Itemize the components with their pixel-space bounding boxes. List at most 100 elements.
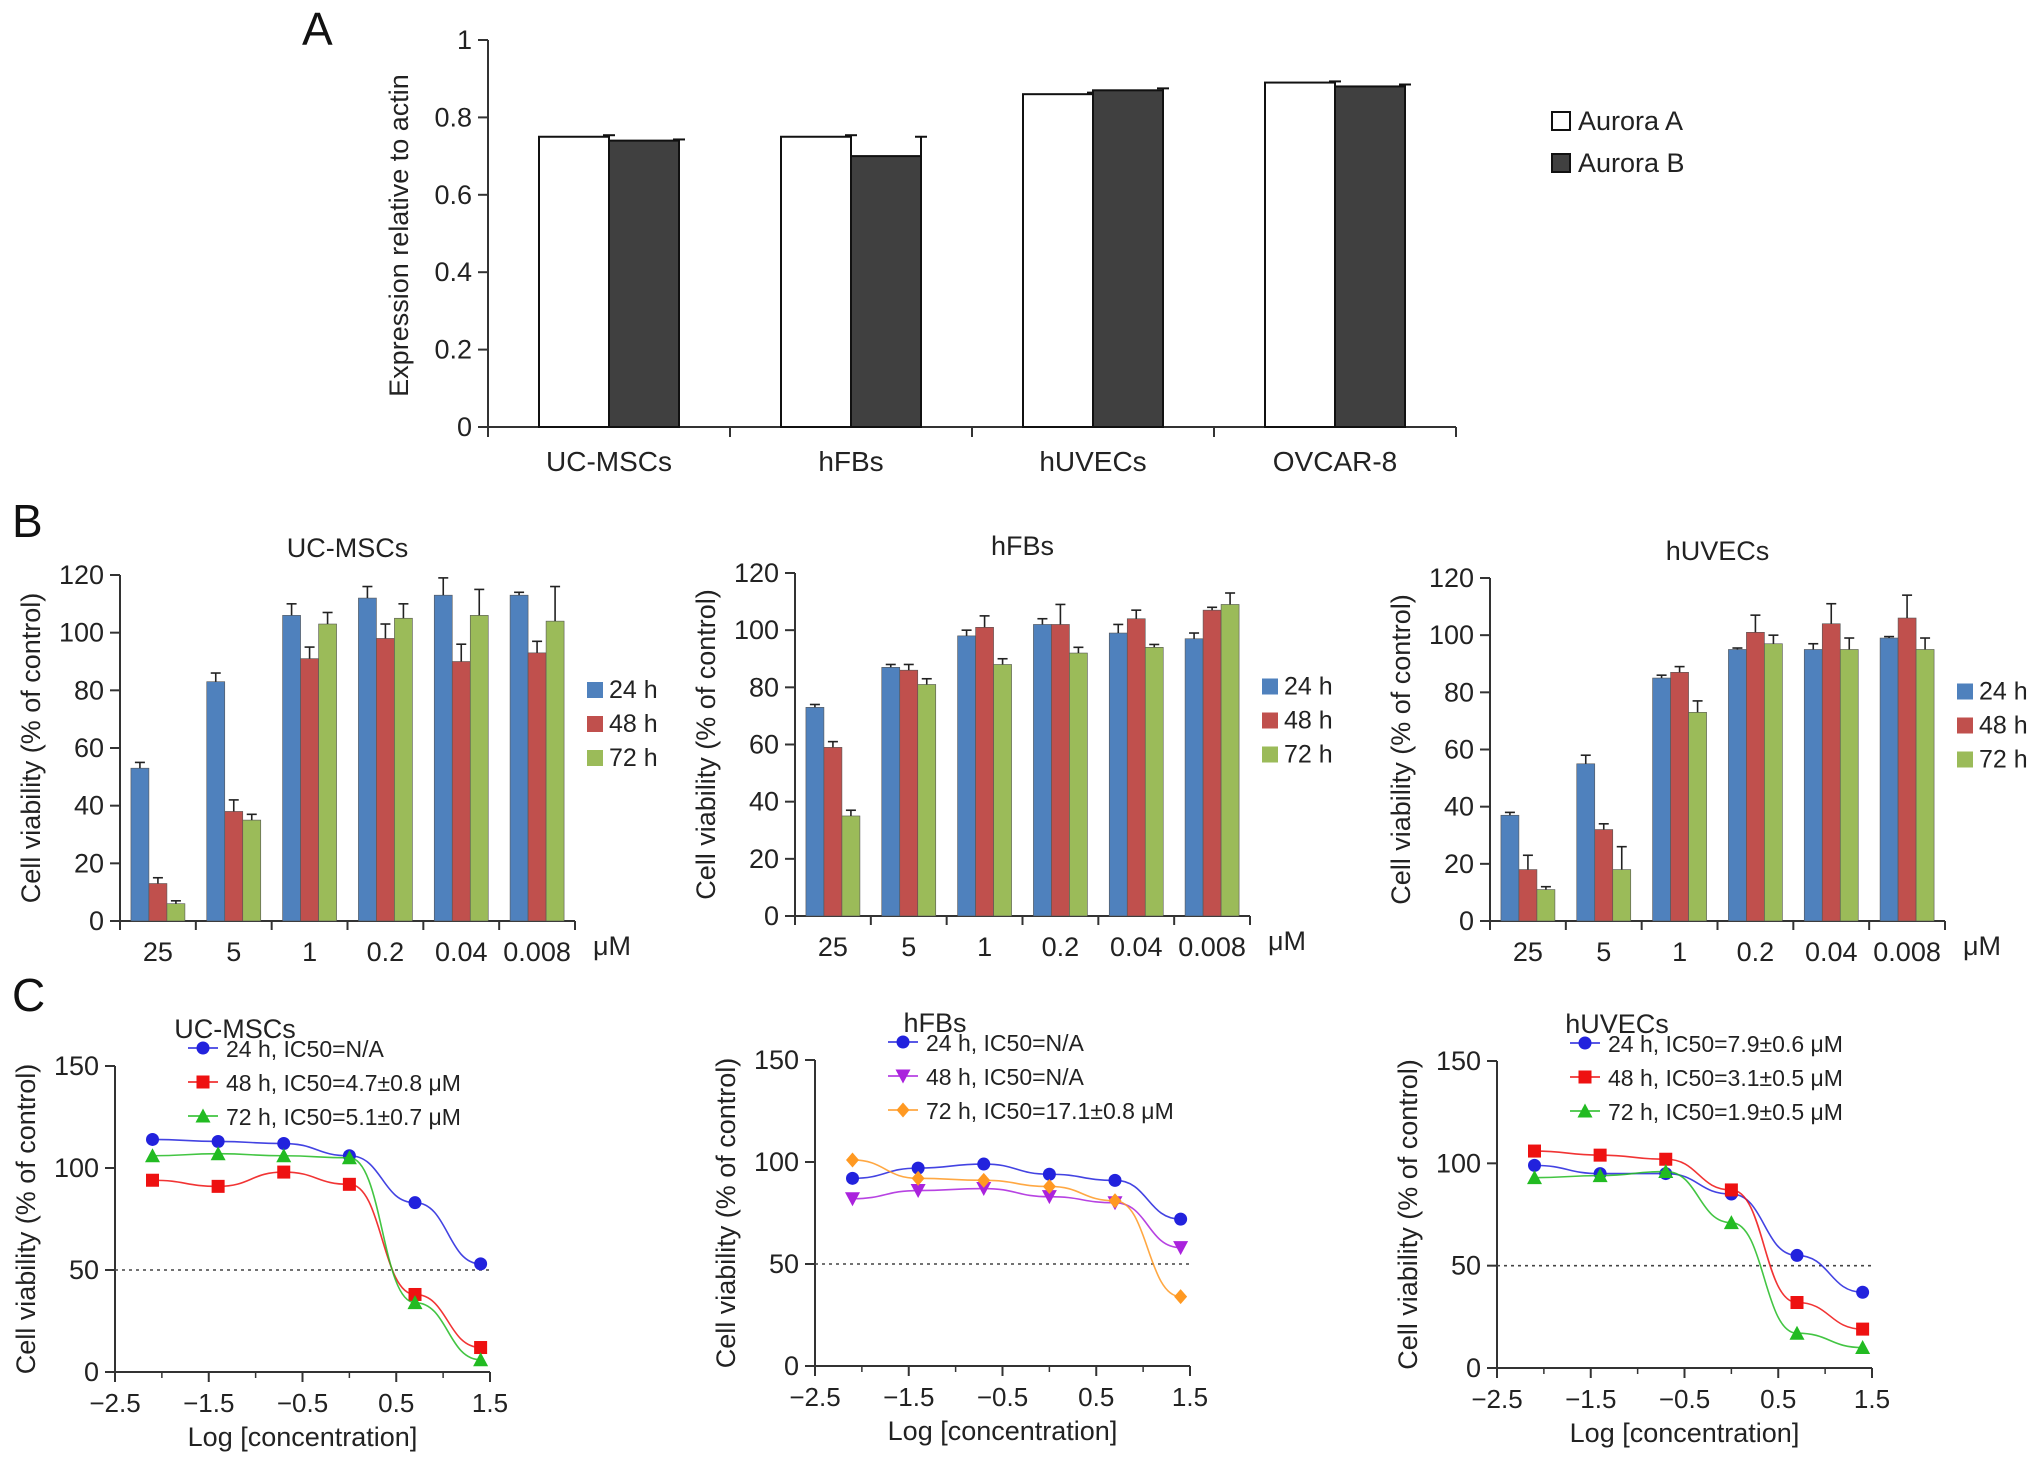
chart-c2-series-line — [852, 1159, 1181, 1298]
chart-a-ytick-label: 0.2 — [434, 335, 472, 365]
chart-b1-legend-swatch — [587, 750, 603, 766]
chart-b1-bar — [130, 767, 150, 922]
chart-a-bar — [538, 135, 610, 428]
chart-c1-xtick-label: 1.5 — [472, 1388, 508, 1418]
chart-a-ytick-label: 1 — [457, 25, 472, 55]
chart-b2-category-label: 0.2 — [1042, 932, 1080, 962]
chart-c3-ylabel: Cell viability (% of control) — [1393, 1059, 1423, 1370]
chart-c2-series-line — [852, 1187, 1181, 1249]
chart-b3-category-label: 0.04 — [1805, 937, 1858, 967]
chart-c2-ylabel: Cell viability (% of control) — [711, 1058, 741, 1369]
chart-b2-bar — [899, 669, 919, 917]
chart-c2-point — [977, 1157, 991, 1171]
chart-c3-point — [1723, 1215, 1739, 1230]
chart-c3-point — [1527, 1170, 1542, 1185]
chart-c2-legend-label: 48 h, IC50=N/A — [926, 1064, 1085, 1090]
chart-b2-ytick-label: 100 — [734, 615, 779, 645]
chart-a-legend-swatch — [1551, 111, 1571, 131]
chart-c1-point — [341, 1150, 357, 1165]
chart-c2-legend-item: 24 h, IC50=N/A — [888, 1030, 1085, 1056]
chart-b2-bar — [1069, 652, 1088, 917]
chart-c3-point — [1592, 1168, 1608, 1183]
chart-b3-legend-swatch — [1957, 751, 1973, 768]
chart-b1-ytick-label: 120 — [59, 560, 104, 590]
chart-b1-bar — [376, 638, 395, 922]
chart-c3-point — [1593, 1148, 1607, 1162]
chart-c1-ytick-label: 150 — [54, 1051, 99, 1081]
chart-b2-legend-swatch — [1262, 746, 1278, 763]
chart-b1-bar — [469, 615, 489, 922]
chart-b3-bar — [1612, 869, 1632, 922]
chart-b1-ytick-label: 40 — [74, 791, 104, 821]
chart-c2-point — [911, 1170, 925, 1186]
chart-c1-xtick-label: 0.5 — [378, 1388, 414, 1418]
chart-c2-point — [1042, 1167, 1056, 1181]
chart-b1-category-label: 1 — [302, 937, 317, 967]
chart-b2-legend-swatch — [1262, 712, 1278, 729]
chart-c1-point — [146, 1173, 159, 1187]
chart-b2-bar — [1144, 647, 1164, 917]
chart-c1-title: UC-MSCs — [174, 1014, 296, 1044]
panel-label-a: A — [302, 3, 333, 55]
chart-b1-title: UC-MSCs — [287, 533, 409, 563]
chart-c1-point — [276, 1148, 292, 1163]
chart-b2-bar — [881, 667, 901, 917]
chart-b2-bar — [1033, 624, 1052, 917]
chart-c2-xtick-label: −0.5 — [977, 1382, 1028, 1412]
chart-c3-point — [1724, 1183, 1738, 1197]
chart-a-bar — [780, 135, 852, 428]
chart-c2-legend-point — [896, 1035, 910, 1049]
chart-b2-legend-swatch — [1262, 678, 1278, 695]
chart-c3-title: hUVECs — [1565, 1009, 1669, 1039]
chart-c2-point — [977, 1172, 991, 1188]
chart-b3-legend-swatch — [1957, 683, 1973, 700]
chart-c2-point — [845, 1192, 860, 1207]
chart-a-category-label: hFBs — [818, 446, 883, 477]
chart-b2-bar — [1202, 609, 1222, 917]
chart-b3-ytick-label: 0 — [1459, 906, 1474, 936]
chart-c1-point — [277, 1165, 291, 1179]
chart-b2-category-label: 1 — [977, 932, 992, 962]
chart-c2-ytick-label: 100 — [754, 1147, 799, 1177]
chart-c3-series-line — [1534, 1150, 1863, 1330]
chart-b1-bar — [282, 615, 301, 922]
chart-b1-legend-swatch — [587, 716, 603, 732]
chart-c2-title: hFBs — [903, 1008, 966, 1038]
chart-c2-point — [1173, 1241, 1189, 1256]
chart-b1-bar — [206, 681, 226, 922]
chart-c3-point — [1856, 1285, 1870, 1299]
chart-b3-bar — [1500, 814, 1520, 922]
chart-c1-point — [146, 1132, 159, 1146]
chart-a-ytick-label: 0.6 — [434, 180, 472, 210]
chart-a-legend-swatch — [1551, 153, 1571, 173]
chart-c1-xtick-label: −2.5 — [89, 1388, 140, 1418]
chart-c1-legend-label: 24 h, IC50=N/A — [226, 1036, 385, 1062]
chart-c2-ytick-label: 0 — [784, 1351, 799, 1381]
chart-b2-ytick-label: 20 — [749, 844, 779, 874]
chart-b3-bar — [1670, 672, 1689, 922]
chart-b3-ytick-label: 20 — [1444, 849, 1474, 879]
chart-c1-xlabel: Log [concentration] — [188, 1422, 418, 1452]
chart-c1-point — [210, 1146, 226, 1161]
chart-b1-legend-swatch — [587, 682, 603, 698]
chart-b2-bar — [1108, 632, 1128, 917]
chart-c1-point — [408, 1287, 422, 1301]
chart-c1-point — [342, 1177, 356, 1191]
chart-c3-legend-label: 72 h, IC50=1.9±0.5 μM — [1608, 1099, 1843, 1125]
chart-c1-point — [277, 1137, 291, 1151]
chart-b3-ytick-label: 120 — [1429, 563, 1474, 593]
chart-b3-bar — [1879, 637, 1899, 922]
chart-b2-ytick-label: 60 — [749, 730, 779, 760]
chart-b1-ytick-label: 0 — [89, 906, 104, 936]
chart-b3-category-label: 0.008 — [1873, 937, 1941, 967]
chart-c3-legend-item: 24 h, IC50=7.9±0.6 μM — [1570, 1031, 1843, 1057]
chart-b1-category-label: 5 — [226, 937, 241, 967]
chart-a-category-label: OVCAR-8 — [1273, 446, 1397, 477]
chart-b1: 0 20 40 60 80 100 120 25 5 1 0.2 0.04 0.008 μM UC-MSCs… — [16, 533, 658, 967]
chart-c2-legend-label: 24 h, IC50=N/A — [926, 1030, 1085, 1056]
chart-b3-ytick-label: 100 — [1429, 620, 1474, 650]
chart-b3-legend-label: 48 h — [1979, 712, 2028, 740]
chart-c3-legend-label: 48 h, IC50=3.1±0.5 μM — [1608, 1065, 1843, 1091]
chart-b1-ytick-label: 80 — [74, 675, 104, 705]
